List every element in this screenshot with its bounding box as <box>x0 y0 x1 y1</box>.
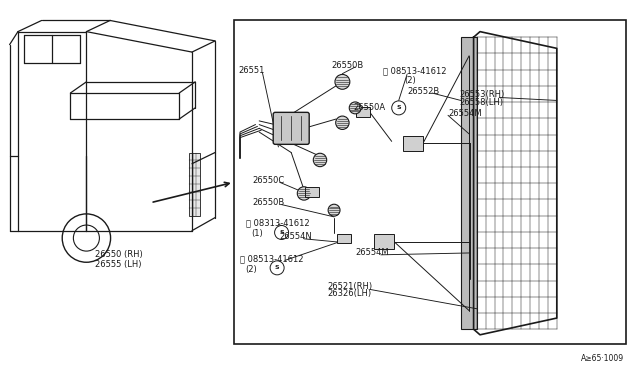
Bar <box>374 234 394 249</box>
Text: A≥65·1009: A≥65·1009 <box>581 355 624 363</box>
FancyBboxPatch shape <box>273 112 309 144</box>
Circle shape <box>314 153 326 167</box>
Text: 26551: 26551 <box>238 66 264 75</box>
Text: S: S <box>279 230 284 235</box>
Circle shape <box>270 261 284 275</box>
Text: Ⓢ 08513-41612: Ⓢ 08513-41612 <box>383 66 446 75</box>
Text: 26550C: 26550C <box>253 176 285 185</box>
Text: 26555 (LH): 26555 (LH) <box>95 260 141 269</box>
Text: (1): (1) <box>252 229 263 238</box>
Text: (2): (2) <box>245 265 257 274</box>
Text: 26554M: 26554M <box>356 248 390 257</box>
Bar <box>337 234 351 243</box>
Bar <box>189 153 200 216</box>
Circle shape <box>298 187 310 200</box>
Bar <box>356 107 370 116</box>
Circle shape <box>349 102 361 114</box>
Text: 26553(RH): 26553(RH) <box>460 90 505 99</box>
Text: 26552B: 26552B <box>407 87 439 96</box>
Bar <box>234 20 626 344</box>
Text: Ⓢ 08513-41612: Ⓢ 08513-41612 <box>240 254 303 263</box>
Text: 26550B: 26550B <box>332 61 364 70</box>
Bar <box>403 136 423 151</box>
Text: 26554N: 26554N <box>280 232 312 241</box>
Circle shape <box>336 116 349 129</box>
Bar <box>305 187 319 196</box>
Circle shape <box>275 225 289 240</box>
Text: 26554M: 26554M <box>448 109 482 118</box>
Circle shape <box>335 74 350 89</box>
Bar <box>461 37 477 329</box>
Circle shape <box>392 101 406 115</box>
Text: 26558(LH): 26558(LH) <box>460 98 504 107</box>
Text: S: S <box>396 105 401 110</box>
Text: 26326(LH): 26326(LH) <box>327 289 371 298</box>
Text: 26550A: 26550A <box>353 103 385 112</box>
Circle shape <box>328 204 340 216</box>
Text: 26521(RH): 26521(RH) <box>327 282 372 291</box>
Text: (2): (2) <box>404 76 417 85</box>
Text: Ⓢ 08313-41612: Ⓢ 08313-41612 <box>246 218 310 227</box>
Text: S: S <box>275 265 280 270</box>
Text: 26550 (RH): 26550 (RH) <box>95 250 142 259</box>
Text: 26550B: 26550B <box>253 198 285 207</box>
